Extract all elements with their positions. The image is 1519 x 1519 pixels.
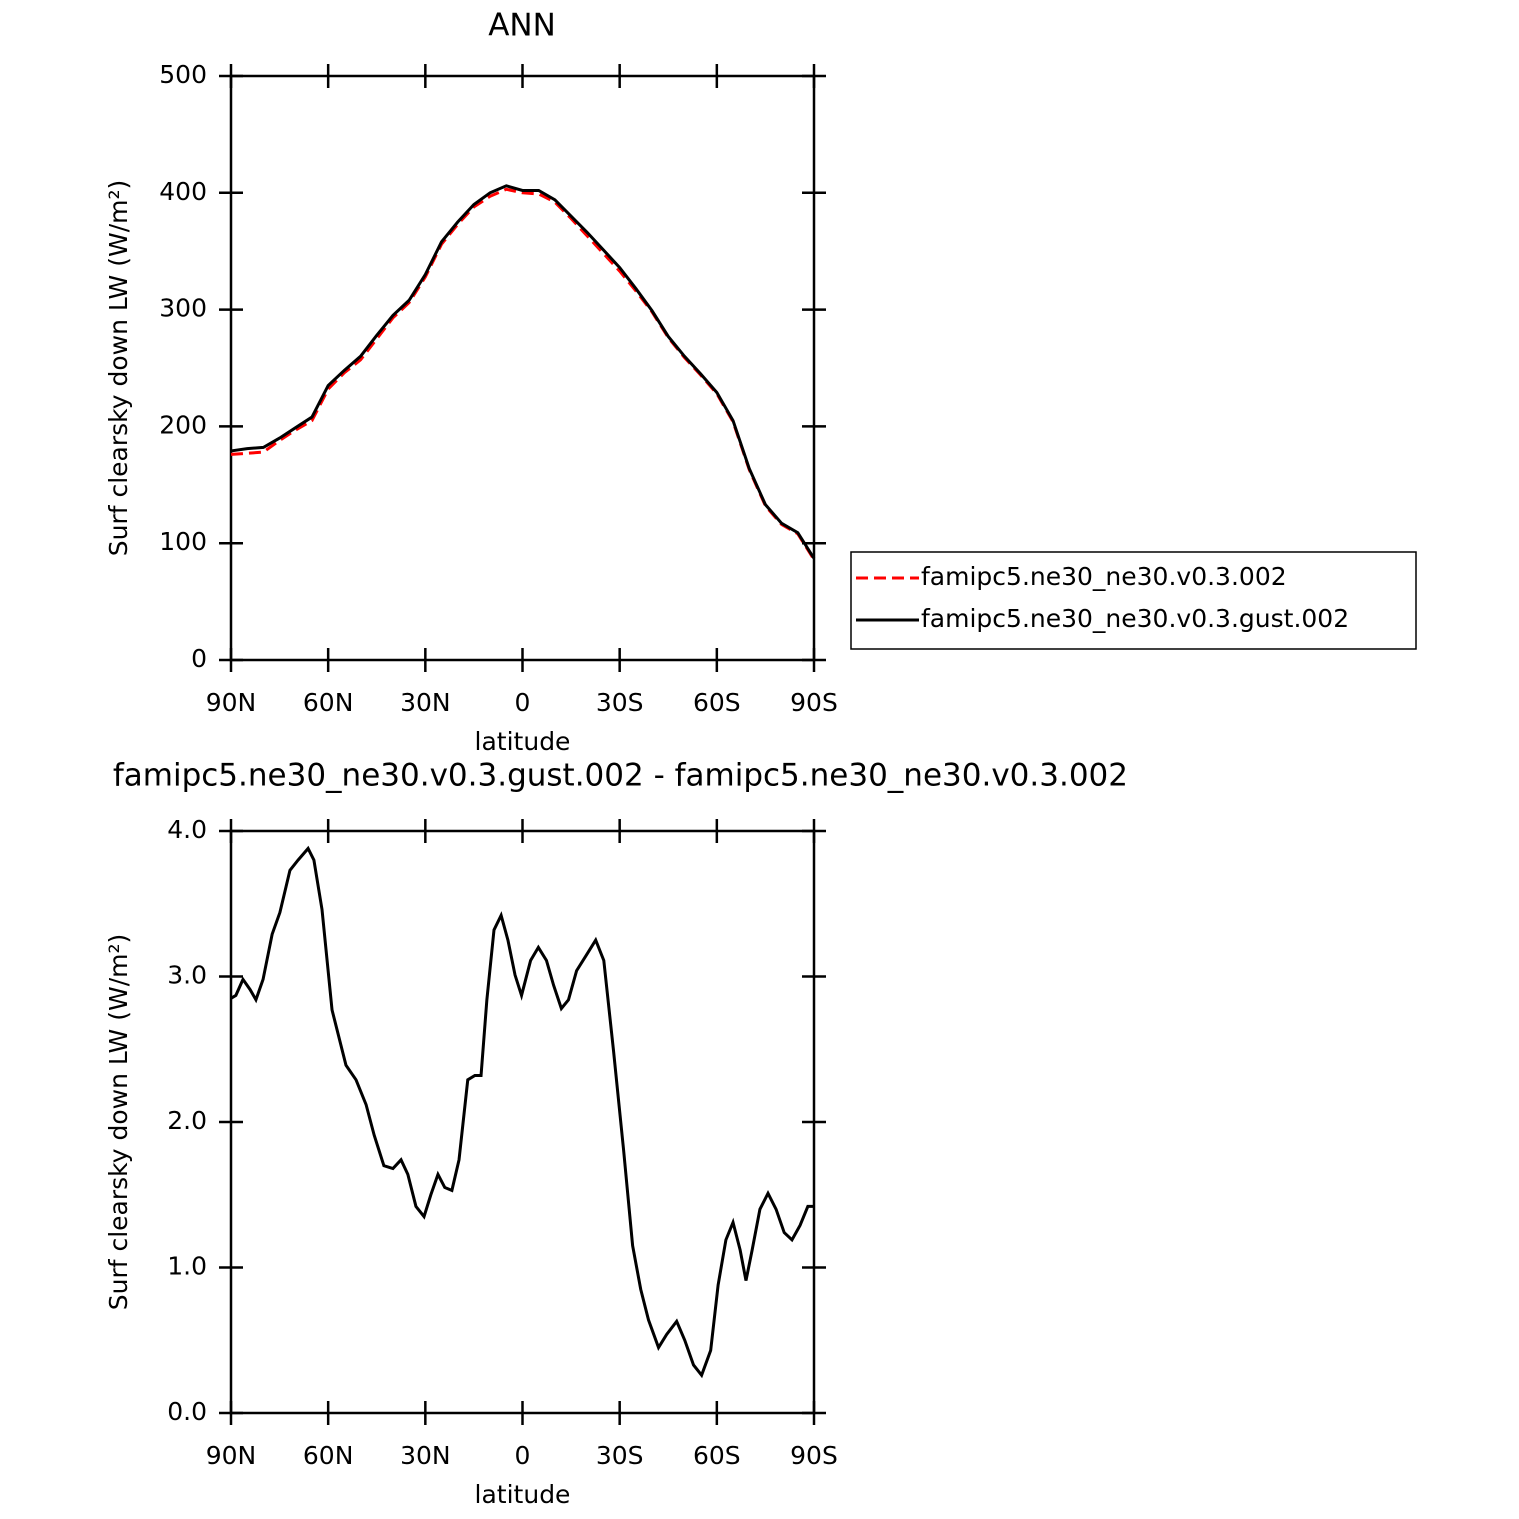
y-tick-label: 500: [159, 60, 207, 89]
y-axis-label: Surf clearsky down LW (W/m²): [104, 934, 133, 1311]
x-tick-label: 90N: [206, 688, 257, 717]
y-tick-label: 1.0: [167, 1252, 207, 1281]
legend-label: famipc5.ne30_ne30.v0.3.002: [921, 562, 1287, 591]
x-tick-label: 90N: [206, 1441, 257, 1470]
x-tick-label: 60N: [303, 688, 354, 717]
data-line: [230, 187, 816, 561]
x-tick-label: 90S: [790, 1441, 838, 1470]
y-tick-label: 200: [159, 410, 207, 439]
x-tick-label: 30S: [596, 688, 644, 717]
y-tick-label: 100: [159, 527, 207, 556]
x-axis-label: latitude: [475, 727, 571, 756]
y-tick-label: 3.0: [167, 961, 207, 990]
y-tick-label: 2.0: [167, 1106, 207, 1135]
y-tick-label: 300: [159, 294, 207, 323]
plot-frame: [229, 829, 816, 1415]
x-tick-label: 30N: [400, 688, 451, 717]
x-tick-label: 0: [515, 1441, 531, 1470]
plot-frame: [229, 74, 816, 662]
x-tick-label: 60S: [693, 1441, 741, 1470]
data-line: [230, 184, 816, 560]
x-tick-label: 0: [515, 688, 531, 717]
x-tick-label: 60N: [303, 1441, 354, 1470]
x-tick-label: 90S: [790, 688, 838, 717]
chart-title: ANN: [488, 8, 556, 44]
y-axis-label: Surf clearsky down LW (W/m²): [104, 180, 133, 557]
chart-title: famipc5.ne30_ne30.v0.3.gust.002 - famipc…: [113, 758, 1128, 794]
y-tick-label: 0.0: [167, 1397, 207, 1426]
x-tick-label: 60S: [693, 688, 741, 717]
y-tick-label: 0: [191, 644, 207, 673]
x-axis-label: latitude: [475, 1480, 571, 1509]
y-tick-label: 4.0: [167, 815, 207, 844]
x-tick-label: 30S: [596, 1441, 644, 1470]
data-line: [230, 845, 814, 1379]
y-tick-label: 400: [159, 177, 207, 206]
legend-label: famipc5.ne30_ne30.v0.3.gust.002: [921, 604, 1349, 633]
x-tick-label: 30N: [400, 1441, 451, 1470]
legend-box: [850, 551, 1417, 650]
